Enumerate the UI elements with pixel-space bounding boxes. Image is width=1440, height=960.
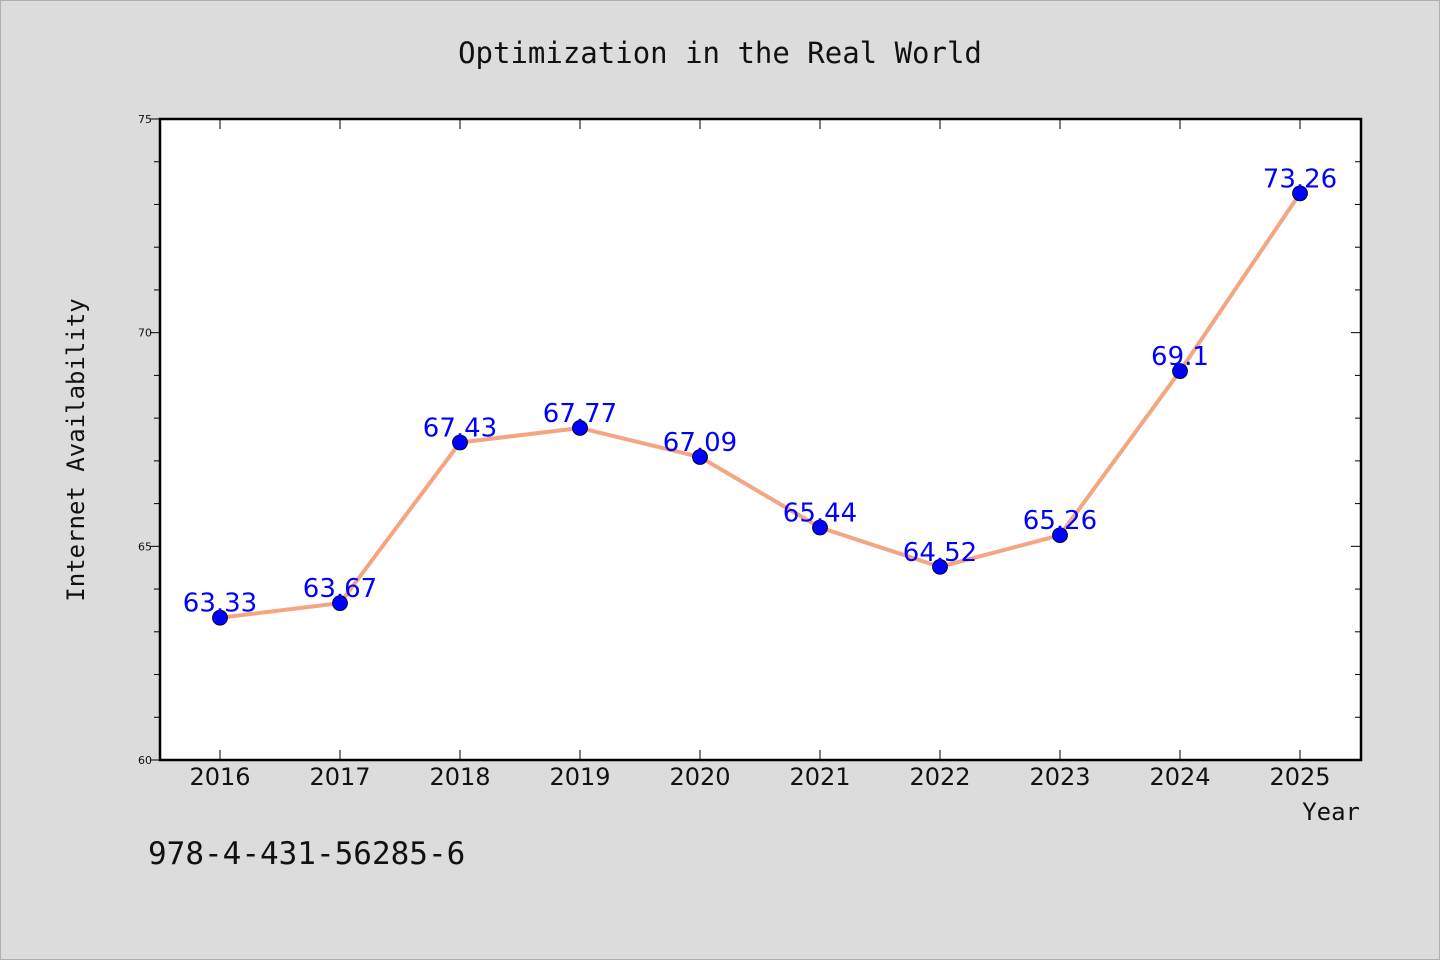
data-label: 65.44 [783, 499, 857, 529]
chart-title: Optimization in the Real World [458, 36, 982, 70]
data-point [1292, 185, 1308, 202]
y-tick-label: 60 [138, 754, 152, 767]
x-tick-label: 2020 [669, 763, 730, 791]
y-axis: 60 65 70 75 [138, 113, 1361, 767]
x-tick-label: 2023 [1029, 763, 1090, 791]
x-tick-label: 2017 [309, 763, 370, 791]
y-tick-label: 65 [138, 540, 152, 553]
data-label: 67.09 [663, 428, 737, 458]
data-point [1172, 363, 1188, 380]
x-tick-label: 2021 [789, 763, 850, 791]
x-tick-label: 2019 [549, 763, 610, 791]
y-tick-label: 75 [138, 113, 152, 126]
data-point [452, 434, 468, 451]
data-label: 65.26 [1023, 506, 1097, 536]
data-point [572, 420, 588, 436]
plot-area [158, 117, 1363, 762]
data-point [812, 519, 828, 536]
data-label: 73.26 [1263, 164, 1337, 194]
x-axis-label: Year [1302, 798, 1360, 826]
data-label: 64.52 [903, 538, 977, 568]
x-tick-label: 2025 [1269, 763, 1330, 791]
y-tick-label: 70 [138, 327, 152, 340]
data-label: 67.77 [543, 399, 617, 429]
x-tick-label: 2022 [909, 763, 970, 791]
data-label: 63.67 [303, 574, 377, 604]
x-tick-label: 2018 [429, 763, 490, 791]
series-line [218, 191, 1302, 620]
x-tick-label: 2024 [1149, 763, 1210, 791]
data-label: 67.43 [423, 413, 497, 443]
data-point [932, 558, 948, 575]
footer-text: 978-4-431-56285-6 [148, 836, 465, 872]
data-label: 69.1 [1151, 342, 1209, 372]
data-point [1052, 527, 1068, 544]
x-tick-label: 2016 [189, 763, 250, 791]
data-point [692, 449, 708, 465]
y-axis-label: Internet Availability [62, 298, 90, 601]
series-markers-group [212, 185, 1308, 626]
data-labels-group: 63.33 63.67 67.43 67.77 67.09 65.44 64.52 65.26… [183, 164, 1337, 618]
series-line-group [218, 191, 1302, 620]
data-point [212, 609, 228, 626]
data-label: 63.33 [183, 589, 257, 619]
x-axis: 2016 2017 2018 2019 2020 2021 2022 2023 2024 2025 [189, 119, 1331, 791]
data-point [332, 595, 348, 612]
